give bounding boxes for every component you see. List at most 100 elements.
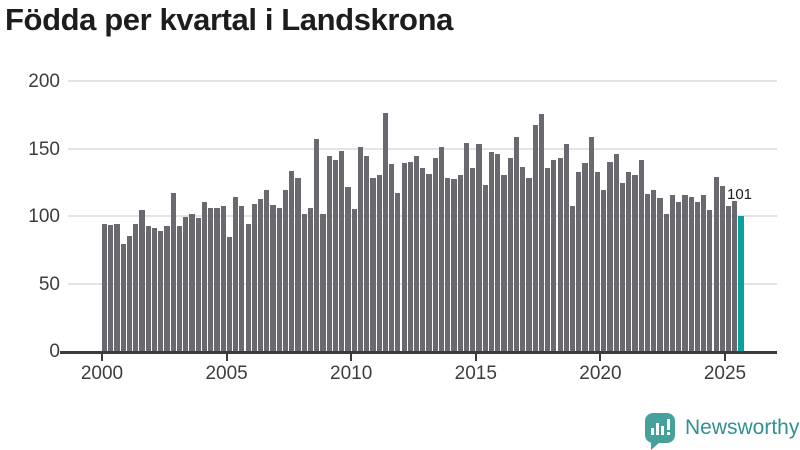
bar-2008-q2 [307,207,314,352]
bar-2000-q4 [120,244,126,352]
x-axis-tick [101,354,103,361]
bar-2015-q3 [488,152,495,352]
bar-2009-q2 [332,160,339,352]
bar-2011-q1 [376,175,382,352]
bar-2006-q3 [264,190,270,352]
bar-2001-q3 [139,210,145,352]
bar-2007-q3 [289,171,295,352]
bar-2003-q2 [183,217,189,352]
bar-2024-q4 [719,185,725,352]
logo-exclamation-dot-icon [667,432,670,435]
x-axis-tick-label: 2015 [454,363,497,384]
bar-2014-q1 [451,179,457,352]
bar-2002-q1 [151,227,158,352]
bar-2019-q1 [576,172,582,352]
bar-2003-q1 [176,226,183,352]
bar-2021-q3 [638,160,644,352]
bar-2012-q4 [420,168,426,352]
logo-speech-tail-icon [651,442,660,450]
y-gridline [68,147,777,150]
x-axis-tick [724,354,726,361]
bar-2000-q2 [108,225,114,352]
y-axis-tick-label: 100 [28,206,60,227]
bar-2011-q2 [382,113,388,352]
bar-2020-q3 [613,153,619,352]
bar-2008-q4 [320,214,326,352]
x-axis-tick [225,354,228,361]
bar-2007-q1 [276,207,282,352]
bar-2013-q4 [445,177,451,352]
y-axis-tick-label: 0 [49,341,60,362]
newsworthy-logo[interactable]: Newsworthy [645,413,800,450]
bar-2020-q2 [607,161,613,352]
bar-2018-q3 [563,144,569,352]
bar-2001-q1 [126,235,133,352]
bar-2005-q4 [245,223,251,352]
bar-2002-q2 [158,230,164,352]
x-axis-tick-label: 2005 [205,363,248,384]
brand-name: Newsworthy [685,416,800,439]
bar-2016-q1 [501,175,507,352]
bar-2017-q2 [532,125,538,352]
bar-2016-q4 [520,167,526,352]
bar-2012-q2 [407,161,413,352]
bar-2010-q2 [357,146,364,352]
bar-2023-q2 [682,195,688,352]
bar-2014-q4 [470,168,476,352]
bar-2018-q2 [557,157,563,352]
bar-2011-q3 [389,164,395,352]
logo-mini-bar-icon [656,423,659,435]
bar-2006-q2 [258,199,264,352]
bar-2003-q3 [189,214,195,352]
bar-2006-q4 [270,204,276,352]
logo-exclamation-icon [667,419,670,430]
bar-2009-q1 [326,156,332,352]
bar-2025-q2 [732,200,738,352]
bar-2022-q4 [669,195,676,352]
x-axis-tick-label: 2000 [80,363,124,384]
x-axis-line [60,351,777,354]
bar-2006-q1 [251,203,257,352]
bar-2017-q4 [545,168,551,352]
bar-2020-q1 [601,190,607,352]
bar-2018-q1 [551,160,557,352]
y-axis-tick-label: 200 [28,71,60,92]
bar-2001-q4 [145,226,151,352]
bar-2009-q3 [339,150,345,352]
bar-2014-q3 [463,142,470,352]
last-value-annotation: 101 [727,186,753,203]
x-axis-tick [599,354,602,361]
bar-2015-q2 [482,184,488,352]
bar-2008-q1 [301,214,307,352]
bar-2024-q1 [701,195,707,352]
chart-title: Födda per kvartal i Landskrona [5,2,453,37]
bar-2004-q2 [208,207,214,352]
bar-2021-q1 [626,172,632,352]
bar-2010-q4 [370,177,376,352]
bar-2000-q1 [102,223,108,352]
bar-2025-q1 [726,206,732,352]
bar-2004-q3 [214,207,220,352]
bar-2012-q3 [414,156,420,352]
bar-2022-q2 [657,198,663,352]
bar-2011-q4 [395,192,401,352]
bar-2005-q2 [233,196,239,352]
bar-2018-q4 [570,206,576,352]
bar-2016-q3 [513,137,520,352]
bar-2004-q1 [201,202,208,352]
bar-2017-q3 [538,114,544,352]
bar-2009-q4 [345,187,351,352]
x-axis-tick [474,354,477,361]
bar-2019-q3 [588,137,594,352]
bar-2004-q4 [220,206,226,352]
bar-2024-q2 [707,210,713,352]
bar-2013-q1 [426,173,432,352]
logo-mini-bar-icon [651,428,654,435]
x-axis-tick-label: 2010 [330,363,373,384]
bar-2005-q1 [226,237,232,352]
bar-2000-q3 [114,223,120,352]
bar-2012-q1 [401,163,407,352]
bar-2005-q3 [239,206,245,352]
bar-2002-q4 [170,192,176,352]
